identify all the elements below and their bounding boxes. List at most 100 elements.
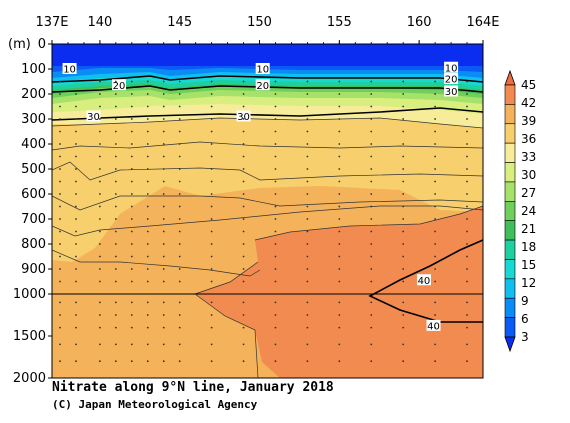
sample-dot bbox=[114, 93, 117, 95]
sample-dot bbox=[242, 80, 245, 83]
sample-dots bbox=[59, 80, 468, 363]
sample-dot bbox=[434, 360, 437, 363]
sample-dot bbox=[466, 80, 468, 83]
sample-dot bbox=[98, 343, 101, 346]
sample-dot bbox=[274, 168, 277, 170]
sample-dot bbox=[98, 255, 101, 258]
sample-dot bbox=[162, 243, 165, 245]
sample-dot bbox=[75, 268, 77, 270]
sample-dot bbox=[178, 243, 181, 245]
sample-dot bbox=[59, 205, 61, 208]
sample-dot bbox=[146, 105, 149, 108]
sample-dot bbox=[59, 268, 61, 270]
sample-dot bbox=[338, 280, 341, 283]
sample-dot bbox=[59, 343, 61, 346]
sample-dot bbox=[162, 93, 165, 95]
contour-line bbox=[52, 161, 483, 181]
contour-line bbox=[194, 293, 259, 378]
sample-dot bbox=[162, 230, 165, 233]
fill-band-39-42 bbox=[195, 206, 483, 378]
colorbar-label: 9 bbox=[521, 294, 529, 308]
sample-dot bbox=[370, 130, 373, 133]
sample-dot bbox=[242, 193, 245, 195]
sample-dot bbox=[210, 280, 213, 283]
sample-dot bbox=[114, 143, 117, 145]
sample-dot bbox=[242, 343, 245, 346]
sample-dot bbox=[370, 155, 373, 158]
sample-dot bbox=[75, 130, 77, 133]
contour-line-30 bbox=[52, 107, 483, 121]
sample-dot bbox=[306, 243, 309, 245]
sample-dot bbox=[210, 143, 213, 145]
sample-dot bbox=[178, 326, 181, 329]
y-tick-label: 1000 bbox=[13, 287, 46, 302]
sample-dot bbox=[210, 105, 213, 108]
sample-dot bbox=[466, 314, 468, 316]
contour-label: 20 bbox=[112, 79, 127, 92]
sample-dot bbox=[162, 180, 165, 183]
contour-label-text: 30 bbox=[237, 112, 250, 123]
sample-dot bbox=[338, 130, 341, 133]
sample-dot bbox=[178, 255, 181, 258]
contour-label-text: 40 bbox=[418, 276, 431, 287]
sample-dot bbox=[306, 218, 309, 220]
sample-dot bbox=[130, 80, 133, 83]
y-tick-label: 900 bbox=[21, 262, 46, 277]
sample-dot bbox=[306, 93, 309, 95]
sample-dot bbox=[75, 105, 77, 108]
sample-dot bbox=[178, 193, 181, 195]
sample-dot bbox=[130, 314, 133, 316]
y-tick-label: 800 bbox=[21, 237, 46, 252]
sample-dot bbox=[370, 193, 373, 195]
sample-dot bbox=[466, 280, 468, 283]
colorbar-label: 18 bbox=[521, 240, 536, 254]
x-tick-label: 150 bbox=[247, 15, 272, 30]
sample-dot bbox=[162, 268, 165, 270]
sample-dot bbox=[370, 280, 373, 283]
sample-dot bbox=[98, 105, 101, 108]
sample-dot bbox=[178, 180, 181, 183]
sample-dot bbox=[59, 301, 61, 304]
sample-dot bbox=[402, 255, 405, 258]
sample-dot bbox=[306, 105, 309, 108]
sample-dot bbox=[210, 326, 213, 329]
contour-label: 30 bbox=[444, 85, 459, 98]
sample-dot bbox=[274, 301, 277, 304]
x-tick-label: 137E bbox=[35, 15, 68, 30]
colorbar-label: 15 bbox=[521, 258, 536, 272]
sample-dot bbox=[146, 301, 149, 304]
sample-dot bbox=[59, 193, 61, 195]
sample-dot bbox=[466, 155, 468, 158]
sample-dot bbox=[338, 155, 341, 158]
sample-dot bbox=[306, 314, 309, 316]
colorbar-swatch bbox=[504, 123, 516, 144]
sample-dot bbox=[338, 105, 341, 108]
sample-dot bbox=[274, 143, 277, 145]
sample-dot bbox=[114, 168, 117, 170]
sample-dot bbox=[114, 105, 117, 108]
sample-dot bbox=[146, 80, 149, 83]
plot-frame bbox=[51, 43, 484, 379]
x-tick-label: 140 bbox=[87, 15, 112, 30]
sample-dot bbox=[402, 360, 405, 363]
contour-label-bg bbox=[255, 79, 270, 91]
contour-label: 10 bbox=[62, 63, 77, 76]
contour-label-bg bbox=[416, 274, 431, 286]
sample-dot bbox=[114, 80, 117, 83]
sample-dot bbox=[274, 360, 277, 363]
sample-dot bbox=[178, 268, 181, 270]
sample-dot bbox=[75, 301, 77, 304]
y-tick-label: 500 bbox=[21, 162, 46, 177]
sample-dot bbox=[114, 268, 117, 270]
sample-dot bbox=[466, 130, 468, 133]
sample-dot bbox=[210, 243, 213, 245]
sample-dot bbox=[242, 314, 245, 316]
sample-dot bbox=[146, 326, 149, 329]
sample-dot bbox=[146, 360, 149, 363]
y-tick-label: 0 bbox=[38, 37, 46, 52]
contour-label: 40 bbox=[416, 274, 431, 287]
sample-dot bbox=[370, 326, 373, 329]
sample-dot bbox=[434, 105, 437, 108]
sample-dot bbox=[402, 193, 405, 195]
sample-dot bbox=[75, 218, 77, 220]
